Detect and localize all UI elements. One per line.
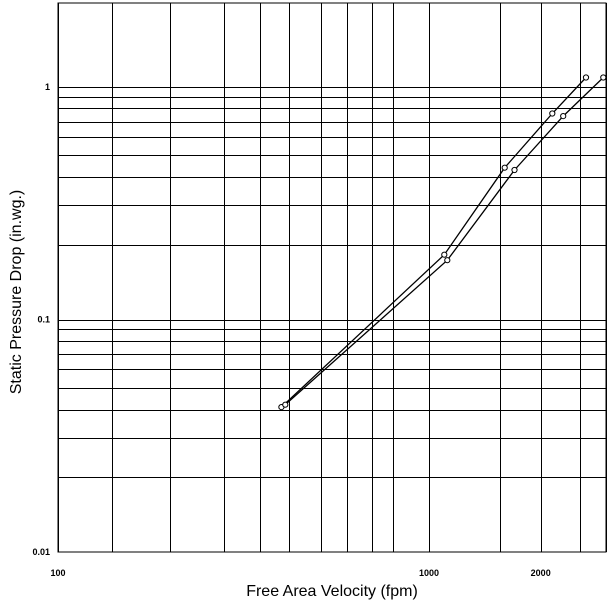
x-tick-label: 2000 bbox=[531, 568, 551, 578]
series-1-point-4 bbox=[549, 110, 556, 117]
series-2-point-1 bbox=[282, 401, 289, 408]
y-axis-label: Static Pressure Drop (in.wg.) bbox=[8, 190, 25, 395]
y-tick-label: 1 bbox=[45, 82, 50, 92]
series-1-point-2 bbox=[441, 251, 448, 258]
series-layer bbox=[278, 74, 607, 411]
series-2-point-3 bbox=[511, 166, 518, 174]
series-line-2 bbox=[284, 77, 604, 406]
series-2-point-2 bbox=[444, 257, 451, 264]
series-1-point-3 bbox=[501, 164, 508, 171]
x-axis-label: Free Area Velocity (fpm) bbox=[246, 583, 418, 600]
series-2-point-4 bbox=[560, 113, 567, 120]
tick-layer: 100 1000 2000 0.01 0.1 1 bbox=[32, 82, 550, 578]
x-tick-label: 1000 bbox=[419, 568, 439, 578]
plot-frame bbox=[57, 2, 607, 553]
series-line-1 bbox=[280, 77, 587, 408]
grid-layer bbox=[58, 3, 607, 552]
x-tick-label: 100 bbox=[50, 568, 65, 578]
y-tick-label: 0.01 bbox=[32, 547, 50, 557]
y-tick-label: 0.1 bbox=[37, 315, 50, 325]
series-1-point-5 bbox=[582, 74, 590, 81]
series-2-point-5 bbox=[600, 74, 607, 81]
